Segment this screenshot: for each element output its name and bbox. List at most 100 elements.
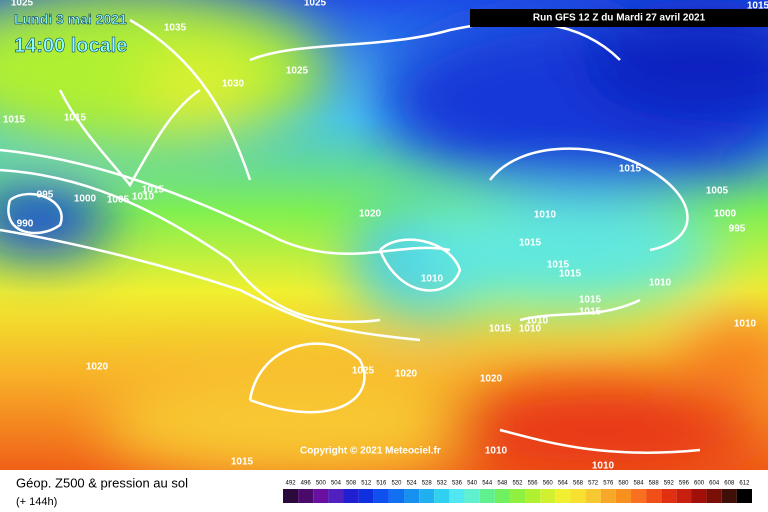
isobar-label: 1010 (132, 192, 155, 203)
colorbar-swatch (358, 489, 374, 503)
colorbar-label: 556 (528, 481, 539, 487)
colorbar: 492 496 500 504 508 512 516 520 524 528 532 536 540 5… (283, 481, 752, 503)
isobar-label: 1015 (559, 269, 582, 280)
colorbar-swatch (509, 489, 526, 503)
isobar-label: 1020 (359, 209, 382, 220)
colorbar-label: 576 (603, 481, 614, 487)
colorbar-label: 524 (407, 481, 418, 487)
colorbar-swatch (585, 489, 601, 503)
field (0, 0, 768, 480)
isobar-label: 1015 (142, 185, 165, 196)
isobar-label: 1010 (649, 278, 672, 289)
isobar-label: 1015 (3, 115, 26, 126)
colorbar-label: 500 (316, 481, 327, 487)
isobar-label: 1020 (480, 374, 503, 385)
colorbar-label: 512 (361, 481, 372, 487)
isobar-label: 1015 (579, 307, 602, 318)
colorbar-label: 612 (739, 481, 750, 487)
isobar-label: 1020 (86, 362, 109, 373)
footer-title: Géop. Z500 & pression au sol (16, 475, 188, 490)
colorbar-label: 572 (588, 481, 599, 487)
colorbar-label: 532 (437, 481, 448, 487)
colorbar-label: 544 (482, 481, 493, 487)
isobar-label: 1000 (714, 209, 737, 220)
colorbar-swatch (343, 489, 359, 503)
colorbar-swatch (540, 489, 556, 503)
colorbar-label: 552 (512, 481, 523, 487)
colorbar-swatch (600, 489, 616, 503)
colorbar-swatch (676, 489, 692, 503)
colorbar-swatch (449, 489, 465, 503)
isobar-label: 1020 (395, 369, 418, 380)
isobar-label: 1010 (734, 319, 757, 330)
colorbar-swatch (404, 489, 420, 503)
isobar-label: 1025 (304, 0, 327, 9)
colorbar-label: 496 (301, 481, 312, 487)
colorbar-swatch (388, 489, 405, 503)
colorbar-label: 568 (573, 481, 584, 487)
run-box (470, 9, 768, 27)
colorbar-label: 560 (543, 481, 554, 487)
colorbar-label: 580 (618, 481, 629, 487)
colorbar-label: 536 (452, 481, 463, 487)
colorbar-swatch (283, 489, 299, 503)
colorbar-label: 592 (664, 481, 675, 487)
colorbar-swatch (328, 489, 344, 503)
isobar-label: 1030 (222, 79, 245, 90)
colorbar-label: 548 (497, 481, 508, 487)
isobar-label: 1025 (11, 0, 34, 9)
time-label: 14:00 locale (14, 35, 127, 57)
colorbar-swatch (494, 489, 510, 503)
colorbar-label: 608 (724, 481, 735, 487)
colorbar-swatch (525, 489, 541, 503)
colorbar-label: 508 (346, 481, 357, 487)
colorbar-swatch (313, 489, 329, 503)
isobar-label: 1015 (64, 113, 87, 124)
footer-lead: (+ 144h) (16, 496, 57, 508)
colorbar-label: 520 (391, 481, 402, 487)
isobar-label: 995 (37, 190, 54, 201)
colorbar-swatch (691, 489, 707, 503)
colorbar-swatch (646, 489, 662, 503)
copyright: Copyright © 2021 Meteociel.fr (300, 446, 441, 457)
isobar-label: 1010 (526, 316, 549, 327)
colorbar-label: 600 (694, 481, 705, 487)
isobar-label: 1010 (534, 210, 557, 221)
colorbar-label: 516 (376, 481, 387, 487)
isobar-label: 1005 (107, 195, 130, 206)
colorbar-label: 540 (467, 481, 478, 487)
colorbar-label: 504 (331, 481, 342, 487)
colorbar-label: 492 (286, 481, 297, 487)
isobar-label: 995 (729, 224, 746, 235)
isobar-label: 1015 (519, 238, 542, 249)
isobar-label: 1010 (592, 461, 615, 472)
colorbar-label: 584 (634, 481, 645, 487)
colorbar-label: 528 (422, 481, 433, 487)
colorbar-swatch (736, 489, 752, 503)
isobar-label: 1025 (286, 66, 309, 77)
colorbar-swatch (464, 489, 480, 503)
isobar-label: 1015 (619, 164, 642, 175)
colorbar-swatch (555, 489, 571, 503)
isobar-label: 990 (17, 219, 34, 230)
colorbar-swatch (570, 489, 586, 503)
isobar-label: 1015 (747, 1, 768, 12)
isobar-label: 1015 (547, 260, 570, 271)
isobar-label: 1000 (74, 194, 97, 205)
isobar-label: 1010 (485, 446, 508, 457)
colorbar-label: 564 (558, 481, 569, 487)
colorbar-label: 596 (679, 481, 690, 487)
isobar-label: 1015 (489, 324, 512, 335)
colorbar-swatch (615, 489, 631, 503)
isobars (0, 18, 701, 454)
colorbar-swatch (373, 489, 389, 503)
isobar-label: 1005 (706, 186, 729, 197)
colorbar-swatch (479, 489, 495, 503)
isobar-label: 1025 (352, 366, 375, 377)
colorbar-label: 604 (709, 481, 720, 487)
run-label: Run GFS 12 Z du Mardi 27 avril 2021 (533, 13, 706, 24)
date-label: Lundi 3 mai 2021 (14, 11, 127, 27)
isobar-label: 1015 (579, 295, 602, 306)
